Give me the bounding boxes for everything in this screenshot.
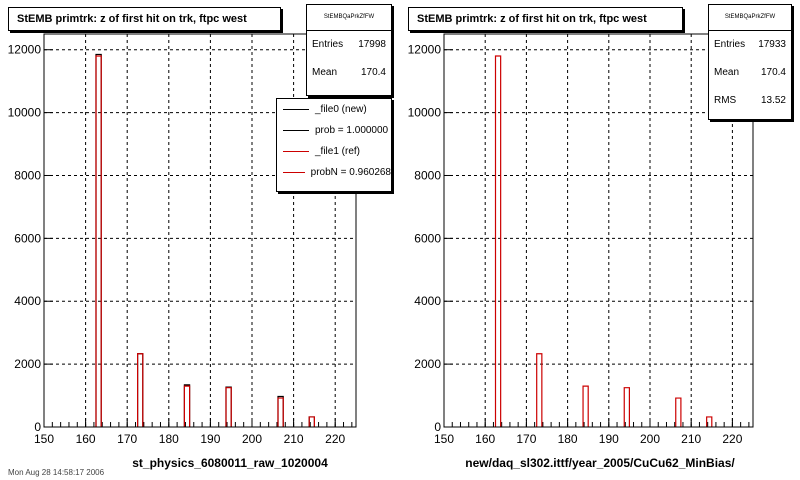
y-tick-label: 2000 (14, 357, 41, 371)
y-tick-label: 2000 (414, 357, 441, 371)
histogram-bar (706, 416, 713, 427)
x-tick-label: 160 (475, 432, 495, 446)
y-tick-label: 4000 (414, 294, 441, 308)
histogram-bar (95, 55, 102, 427)
histogram-bar (536, 353, 543, 427)
legend-item: probN = 0.960268 (277, 162, 391, 183)
stats-value: 17998 (358, 39, 386, 50)
legend-label: prob = 1.000000 (315, 125, 389, 136)
legend-item: _file1 (ref) (277, 141, 391, 162)
y-tick-label: 4000 (14, 294, 41, 308)
x-tick-label: 180 (558, 432, 578, 446)
x-tick-label: 200 (242, 432, 262, 446)
y-tick-label: 0 (34, 420, 41, 434)
stats-row-entries: Entries 17998 (307, 31, 391, 59)
chart-left-title: StEMB primtrk: z of first hit on trk, ft… (8, 7, 281, 31)
x-tick-label: 220 (325, 432, 345, 446)
histogram-bar (277, 397, 284, 427)
histogram-bar (623, 387, 631, 427)
chart-left-legend: _file0 (new) prob = 1.000000 _file1 (ref… (276, 98, 392, 192)
y-tick-label: 8000 (14, 168, 41, 182)
stats-label: Mean (714, 67, 740, 78)
x-tick-label: 170 (117, 432, 137, 446)
y-tick-label: 12000 (8, 43, 42, 57)
legend-item: _file0 (new) (277, 99, 391, 120)
timestamp-footer: Mon Aug 28 14:58:17 2006 (8, 468, 105, 477)
stats-value: 17933 (758, 39, 786, 50)
x-tick-label: 180 (159, 432, 179, 446)
histogram-bar (183, 384, 191, 427)
chart-right-title: StEMB primtrk: z of first hit on trk, ft… (408, 7, 683, 31)
x-tick-label: 150 (34, 432, 54, 446)
histogram-bar (225, 387, 232, 427)
histogram-bar (582, 385, 589, 427)
y-tick-label: 6000 (414, 231, 441, 245)
chart-right-x-axis-label: new/daq_sl302.ittf/year_2005/CuCu62_MinB… (465, 456, 735, 470)
x-tick-label: 190 (200, 432, 220, 446)
stats-name: StEMBQaPrkZfFW (307, 5, 391, 31)
y-tick-label: 0 (434, 420, 441, 434)
histogram-bar (137, 353, 144, 427)
x-tick-label: 170 (516, 432, 536, 446)
legend-swatch (283, 130, 309, 131)
legend-swatch (283, 109, 309, 110)
y-tick-label: 10000 (8, 106, 42, 120)
stats-label: Mean (312, 67, 338, 78)
histogram-bar (494, 55, 502, 427)
stats-label: RMS (714, 95, 737, 106)
stats-name: StEMBQaPrkZfFW (709, 5, 791, 31)
plot-frame (43, 33, 357, 428)
stats-row-rms: RMS 13.52 (709, 87, 791, 115)
legend-label: _file0 (new) (315, 104, 367, 115)
x-tick-label: 210 (681, 432, 701, 446)
x-tick-label: 160 (76, 432, 96, 446)
histogram-bar (277, 395, 284, 427)
legend-item: prob = 1.000000 (277, 120, 391, 141)
x-tick-label: 220 (722, 432, 742, 446)
x-tick-label: 150 (434, 432, 454, 446)
legend-swatch (283, 172, 305, 173)
legend-label: _file1 (ref) (315, 146, 361, 157)
plot-frame (443, 33, 754, 428)
histogram-bar (675, 397, 682, 427)
y-tick-label: 10000 (408, 106, 442, 120)
stats-row-entries: Entries 17933 (709, 31, 791, 59)
histogram-bar (95, 53, 102, 427)
x-tick-label: 200 (640, 432, 660, 446)
x-tick-label: 190 (599, 432, 619, 446)
stats-label: Entries (714, 39, 746, 50)
histogram-bar (183, 385, 191, 427)
x-tick-label: 210 (284, 432, 304, 446)
histogram-bar (137, 353, 144, 427)
stats-value: 170.4 (360, 67, 386, 78)
histogram-bar (308, 416, 315, 427)
chart-left-stats-box: StEMBQaPrkZfFW Entries 17998 Mean 170.4 (306, 4, 392, 96)
stats-value: 13.52 (760, 95, 786, 106)
histogram-bar (225, 386, 232, 427)
y-tick-label: 8000 (414, 168, 441, 182)
chart-right-stats-box: StEMBQaPrkZfFW Entries 17933 Mean 170.4 … (708, 4, 792, 120)
stats-value: 170.4 (760, 67, 786, 78)
stats-label: Entries (312, 39, 344, 50)
y-tick-label: 12000 (408, 43, 442, 57)
legend-swatch (283, 151, 309, 152)
legend-label: probN = 0.960268 (310, 167, 391, 178)
stats-row-mean: Mean 170.4 (709, 59, 791, 87)
y-tick-label: 6000 (14, 231, 41, 245)
chart-left-x-axis-label: st_physics_6080011_raw_1020004 (132, 456, 328, 470)
stats-row-mean: Mean 170.4 (307, 59, 391, 87)
